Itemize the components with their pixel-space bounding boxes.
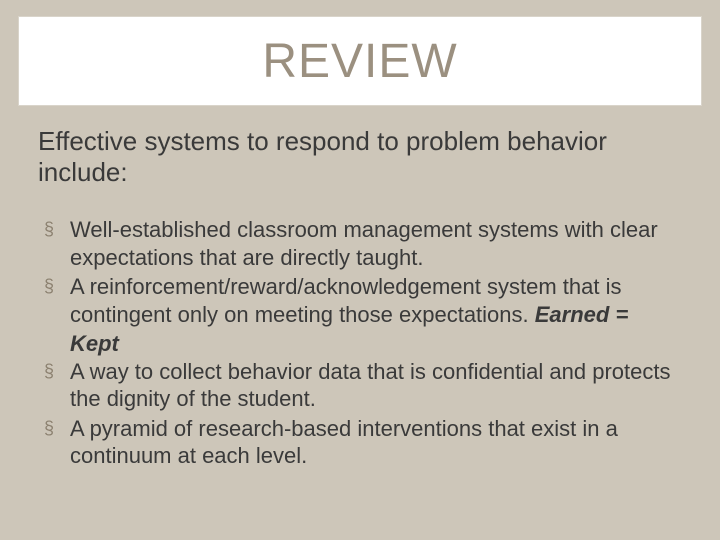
bullet-marker-icon: § [44, 218, 54, 241]
list-item: § Well-established classroom management … [44, 216, 682, 271]
earned-label: Earned = [535, 302, 629, 327]
bullet-list: § Well-established classroom management … [38, 216, 682, 328]
bullet-list-continued: § A way to collect behavior data that is… [38, 358, 682, 470]
bullet-text: A pyramid of research-based intervention… [70, 416, 618, 469]
content-area: Effective systems to respond to problem … [38, 126, 682, 472]
list-item: § A pyramid of research-based interventi… [44, 415, 682, 470]
intro-text: Effective systems to respond to problem … [38, 126, 682, 188]
list-item: § A way to collect behavior data that is… [44, 358, 682, 413]
list-item: § A reinforcement/reward/acknowledgement… [44, 273, 682, 328]
bullet-text: A way to collect behavior data that is c… [70, 359, 670, 412]
bullet-marker-icon: § [44, 360, 54, 383]
bullet-marker-icon: § [44, 275, 54, 298]
kept-label: Kept [38, 330, 682, 358]
bullet-marker-icon: § [44, 417, 54, 440]
page-title: REVIEW [262, 34, 457, 89]
title-box: REVIEW [18, 16, 702, 106]
bullet-text: Well-established classroom management sy… [70, 217, 658, 270]
